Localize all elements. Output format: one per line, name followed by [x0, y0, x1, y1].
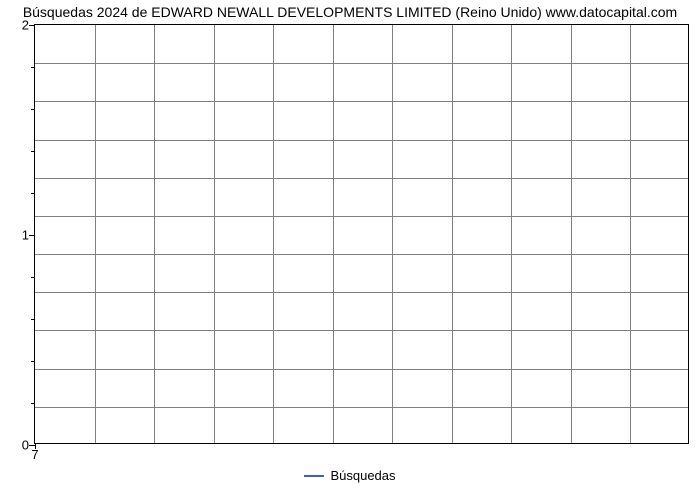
- grid-line-horizontal: [35, 369, 688, 370]
- legend: Búsquedas: [0, 468, 700, 483]
- grid-line-horizontal: [35, 178, 688, 179]
- y-axis-minor-tick: [31, 151, 35, 152]
- y-axis-minor-tick: [31, 319, 35, 320]
- chart-title: Búsquedas 2024 de EDWARD NEWALL DEVELOPM…: [0, 4, 700, 20]
- grid-line-horizontal: [35, 330, 688, 331]
- grid-line-vertical: [154, 25, 155, 443]
- x-axis-tick-mark: [35, 443, 36, 449]
- y-axis-minor-tick: [31, 67, 35, 68]
- grid-line-vertical: [214, 25, 215, 443]
- grid-line-horizontal: [35, 101, 688, 102]
- grid-line-horizontal: [35, 292, 688, 293]
- grid-line-vertical: [392, 25, 393, 443]
- y-axis-minor-tick: [31, 109, 35, 110]
- y-axis-tick-label: 2: [22, 18, 29, 33]
- y-axis-minor-tick: [31, 361, 35, 362]
- y-axis-tick-mark: [29, 25, 35, 26]
- grid-line-horizontal: [35, 63, 688, 64]
- grid-line-vertical: [273, 25, 274, 443]
- legend-swatch: [304, 475, 324, 477]
- grid-line-horizontal: [35, 216, 688, 217]
- y-axis-tick-mark: [29, 235, 35, 236]
- grid-line-horizontal: [35, 254, 688, 255]
- y-axis-minor-tick: [31, 193, 35, 194]
- y-axis-minor-tick: [31, 403, 35, 404]
- grid-line-vertical: [333, 25, 334, 443]
- grid-line-vertical: [452, 25, 453, 443]
- grid-line-horizontal: [35, 407, 688, 408]
- plot-area: 0127: [34, 24, 689, 444]
- grid-line-vertical: [95, 25, 96, 443]
- grid-line-vertical: [511, 25, 512, 443]
- grid-line-horizontal: [35, 140, 688, 141]
- grid-line-vertical: [630, 25, 631, 443]
- y-axis-tick-label: 0: [22, 438, 29, 453]
- grid-line-vertical: [571, 25, 572, 443]
- x-axis-tick-label: 7: [31, 447, 38, 462]
- legend-label: Búsquedas: [330, 468, 395, 483]
- y-axis-tick-label: 1: [22, 228, 29, 243]
- y-axis-minor-tick: [31, 277, 35, 278]
- chart-container: Búsquedas 2024 de EDWARD NEWALL DEVELOPM…: [0, 0, 700, 500]
